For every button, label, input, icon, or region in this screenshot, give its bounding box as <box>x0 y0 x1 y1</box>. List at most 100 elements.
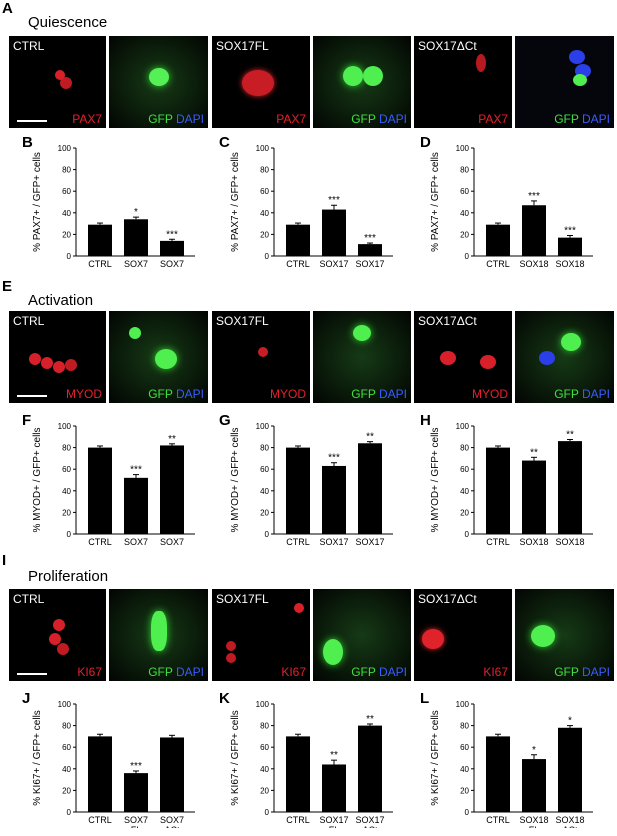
panel-letter-g: G <box>219 412 231 429</box>
gfp-cell <box>155 349 177 369</box>
condition-label-sox17fl: SOX17FL <box>216 592 269 606</box>
bar <box>88 224 112 256</box>
significance-marker: *** <box>364 233 376 244</box>
scale-bar <box>17 395 47 397</box>
panel-letter-j: J <box>22 690 31 707</box>
stain-label-pax7: PAX7 <box>478 112 508 126</box>
stain-label-gfp-dapi: GFP DAPI <box>148 665 204 679</box>
y-axis-label: % KI67+ / GFP+ cells <box>32 710 43 806</box>
y-tick-label: 20 <box>62 508 71 517</box>
bar <box>522 205 546 256</box>
y-axis-label: % KI67+ / GFP+ cells <box>230 710 241 806</box>
x-tick-label: CTRL <box>486 259 510 269</box>
micrograph-sox17fl-gfp-dapi: GFP DAPI <box>313 36 411 128</box>
y-tick-label: 40 <box>62 209 71 218</box>
bar-chart-f: % MYOD+ / GFP+ cells 0 20 40 60 80 100 CTRL *** S… <box>32 422 195 548</box>
y-tick-label: 80 <box>260 444 269 453</box>
bar <box>286 224 310 256</box>
x-tick-label: CTRL <box>486 815 510 825</box>
bar <box>286 736 310 812</box>
bar <box>124 477 148 534</box>
x-tick-label: SOX17 <box>355 815 384 825</box>
y-tick-label: 0 <box>67 808 72 817</box>
x-tick-label: SOX7 <box>160 259 184 269</box>
micrograph-sox17dct-myod: SOX17ΔCt MYOD <box>414 311 512 403</box>
gfp-cell <box>323 639 343 665</box>
pax7-nucleus <box>242 70 274 96</box>
significance-marker: ** <box>566 430 574 441</box>
bar <box>558 441 582 534</box>
dapi-nucleus <box>539 351 555 365</box>
y-tick-label: 60 <box>260 465 269 474</box>
y-tick-label: 40 <box>62 487 71 496</box>
micrograph-sox17dct-gfp-dapi: GFP DAPI <box>515 589 614 681</box>
x-tick-label: ΔCt <box>562 825 578 828</box>
x-tick-label: ΔCt <box>164 825 180 828</box>
y-tick-label: 40 <box>460 765 469 774</box>
micrograph-sox17fl-pax7: SOX17FL PAX7 <box>212 36 310 128</box>
significance-marker: *** <box>564 225 576 236</box>
y-tick-label: 80 <box>62 722 71 731</box>
panel-letter-h: H <box>420 412 431 429</box>
y-tick-label: 0 <box>465 808 470 817</box>
y-tick-label: 0 <box>265 252 270 261</box>
stain-label-ki67: KI67 <box>77 665 102 679</box>
stain-label-gfp-dapi: GFP DAPI <box>148 112 204 126</box>
y-axis-label: % MYOD+ / GFP+ cells <box>32 427 43 532</box>
condition-label-ctrl: CTRL <box>13 592 45 606</box>
bar <box>358 725 382 812</box>
x-tick-label: SOX7 <box>160 815 184 825</box>
condition-label-sox17fl: SOX17FL <box>216 314 269 328</box>
ki67-nucleus <box>53 619 65 631</box>
x-tick-label: FL <box>131 547 142 548</box>
stain-label-gfp-dapi: GFP DAPI <box>554 387 610 401</box>
bar <box>160 445 184 534</box>
significance-marker: *** <box>328 453 340 464</box>
stain-label-myod: MYOD <box>270 387 306 401</box>
micrograph-ctrl-gfp-dapi: GFP DAPI <box>109 311 208 403</box>
x-tick-label: SOX18 <box>519 537 548 547</box>
scale-bar <box>17 673 47 675</box>
panel-letter-b: B <box>22 134 33 151</box>
x-tick-label: SOX17 <box>319 815 348 825</box>
y-tick-label: 100 <box>456 700 470 709</box>
y-tick-label: 20 <box>62 230 71 239</box>
bar-chart-c: % PAX7+ / GFP+ cells 0 20 40 60 80 100 CTRL *** S… <box>230 144 393 270</box>
panel-letter-d: D <box>420 134 431 151</box>
x-tick-label: ΔCt <box>362 547 378 548</box>
y-tick-label: 20 <box>260 786 269 795</box>
bar <box>522 759 546 812</box>
x-tick-label: ΔCt <box>362 269 378 270</box>
bar <box>322 764 346 812</box>
y-tick-label: 20 <box>460 230 469 239</box>
y-tick-label: 40 <box>260 209 269 218</box>
x-tick-label: ΔCt <box>164 269 180 270</box>
bar <box>522 460 546 534</box>
x-tick-label: CTRL <box>88 537 112 547</box>
x-tick-label: FL <box>529 825 540 828</box>
pax7-nucleus <box>55 70 65 80</box>
bar <box>486 447 510 534</box>
x-tick-label: CTRL <box>88 815 112 825</box>
bar-chart-k: % KI67+ / GFP+ cells 0 20 40 60 80 100 CTRL ** SO… <box>230 700 393 828</box>
y-axis-label: % MYOD+ / GFP+ cells <box>430 427 441 532</box>
panel-letter-k: K <box>219 690 230 707</box>
ki67-nucleus <box>294 603 304 613</box>
significance-marker: *** <box>328 195 340 206</box>
x-tick-label: FL <box>329 269 340 270</box>
stain-label-gfp-dapi: GFP DAPI <box>554 112 610 126</box>
x-tick-label: SOX17 <box>319 537 348 547</box>
y-tick-label: 20 <box>460 508 469 517</box>
myod-nucleus <box>258 347 268 357</box>
x-tick-label: SOX18 <box>555 259 584 269</box>
y-tick-label: 40 <box>460 209 469 218</box>
bar <box>486 736 510 812</box>
y-tick-label: 60 <box>62 187 71 196</box>
significance-marker: * <box>532 745 536 756</box>
y-tick-label: 80 <box>260 166 269 175</box>
y-axis-label: % PAX7+ / GFP+ cells <box>230 152 241 252</box>
micrograph-ctrl-myod: CTRL MYOD <box>9 311 106 403</box>
gfp-cell <box>573 74 587 86</box>
gfp-cell <box>151 611 167 651</box>
y-tick-label: 60 <box>62 465 71 474</box>
